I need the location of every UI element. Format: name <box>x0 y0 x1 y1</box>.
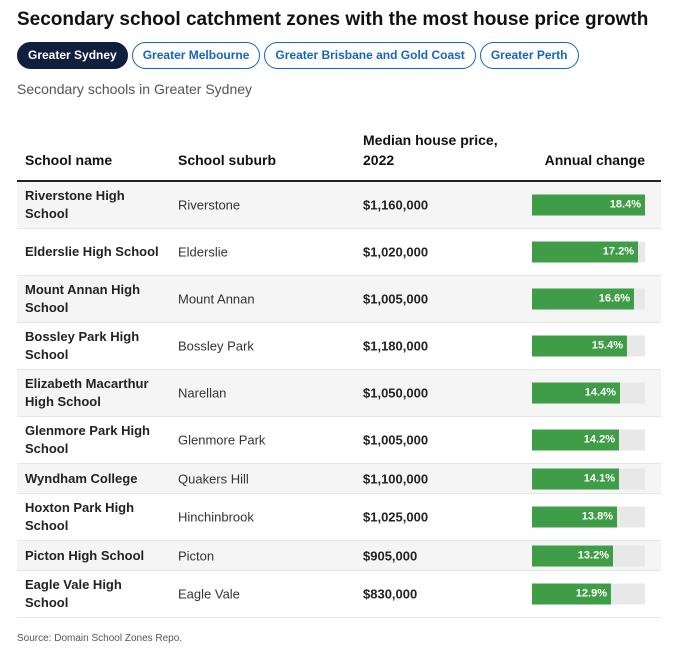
school-name: Elizabeth Macarthur High School <box>25 376 149 409</box>
change-bar-track: 14.2% <box>532 429 645 451</box>
median-price: $1,020,000 <box>363 244 429 260</box>
school-name: Bossley Park High School <box>25 329 140 362</box>
school-suburb: Narellan <box>178 385 227 401</box>
change-label: 14.4% <box>584 386 616 399</box>
change-label: 13.8% <box>581 510 613 523</box>
region-tabs: Greater Sydney Greater Melbourne Greater… <box>17 42 583 69</box>
table-row: Riverstone High School Riverstone $1,160,0… <box>17 182 661 229</box>
median-price: $1,005,000 <box>363 291 429 307</box>
schools-table: School name School suburb Median house p… <box>17 128 661 618</box>
change-bar-track: 16.6% <box>532 288 645 310</box>
school-name: Hoxton Park High School <box>25 500 135 533</box>
change-bar <box>532 506 617 528</box>
change-bar-track: 12.9% <box>532 583 645 605</box>
school-name: Glenmore Park High School <box>25 423 150 456</box>
school-suburb: Elderslie <box>178 244 228 260</box>
change-bar <box>532 241 638 263</box>
school-name: Picton High School <box>25 547 145 563</box>
change-bar-track: 17.2% <box>532 241 645 263</box>
chart-title: Secondary school catchment zones with th… <box>17 9 649 30</box>
table-row: Eagle Vale High School Eagle Vale $830,000… <box>17 571 661 618</box>
table-row: Bossley Park High School Bossley Park $1,1… <box>17 323 661 370</box>
median-price: $1,025,000 <box>363 509 429 525</box>
change-label: 17.2% <box>602 245 634 258</box>
median-price: $1,180,000 <box>363 338 429 354</box>
change-bar <box>532 545 613 566</box>
school-name: Eagle Vale High School <box>25 577 122 610</box>
school-name: Riverstone High School <box>25 188 125 221</box>
change-bar-track: 14.1% <box>532 468 645 489</box>
table-subtitle: Secondary schools in Greater Sydney <box>17 81 253 97</box>
change-bar <box>532 335 627 357</box>
median-price: $830,000 <box>363 586 418 602</box>
tab-greater-brisbane-gold-coast[interactable]: Greater Brisbane and Gold Coast <box>264 42 476 69</box>
median-price: $1,005,000 <box>363 432 429 448</box>
school-suburb: Mount Annan <box>178 291 255 307</box>
change-label: 15.4% <box>591 339 623 352</box>
change-bar-track: 15.4% <box>532 335 645 357</box>
change-bar <box>532 583 611 605</box>
school-name: Mount Annan High School <box>25 282 141 315</box>
median-price: $905,000 <box>363 548 418 563</box>
change-label: 14.2% <box>583 433 615 446</box>
median-price: $1,100,000 <box>363 471 429 486</box>
school-suburb: Glenmore Park <box>178 432 266 448</box>
source-note: Source: Domain School Zones Repo. <box>17 633 183 644</box>
column-header-suburb[interactable]: School suburb <box>178 152 276 168</box>
tab-greater-perth[interactable]: Greater Perth <box>479 42 579 69</box>
table-header: School name School suburb Median house p… <box>17 128 661 182</box>
table-row: Elizabeth Macarthur High School Narellan $… <box>17 370 661 417</box>
median-price: $1,160,000 <box>363 197 429 213</box>
tab-greater-sydney[interactable]: Greater Sydney <box>17 42 128 69</box>
change-label: 13.2% <box>577 549 609 561</box>
change-bar-track: 13.8% <box>532 506 645 528</box>
change-label: 16.6% <box>598 292 630 305</box>
school-suburb: Bossley Park <box>178 338 254 354</box>
table-row: Mount Annan High School Mount Annan $1,005… <box>17 276 661 323</box>
change-label: 18.4% <box>609 198 641 211</box>
change-bar <box>532 288 634 310</box>
table-row: Hoxton Park High School Hinchinbrook $1,02… <box>17 494 661 541</box>
change-label: 12.9% <box>575 587 607 600</box>
change-bar-track: 14.4% <box>532 382 645 404</box>
column-header-change[interactable]: Annual change <box>544 152 645 168</box>
change-label: 14.1% <box>583 472 615 484</box>
median-price: $1,050,000 <box>363 385 429 401</box>
table-row: Wyndham College Quakers Hill $1,100,000 14.… <box>17 464 661 494</box>
school-suburb: Eagle Vale <box>178 586 240 602</box>
table-body: Riverstone High School Riverstone $1,160,0… <box>17 182 661 618</box>
change-bar <box>532 468 619 489</box>
change-bar-track: 18.4% <box>532 194 645 216</box>
table-row: Picton High School Picton $905,000 13.2% <box>17 541 661 571</box>
table-row: Elderslie High School Elderslie $1,020,000… <box>17 229 661 276</box>
school-suburb: Hinchinbrook <box>178 509 254 525</box>
change-bar <box>532 429 619 451</box>
school-name: Wyndham College <box>25 470 138 486</box>
column-header-school[interactable]: School name <box>25 152 113 168</box>
change-bar <box>532 382 620 404</box>
change-bar-track: 13.2% <box>532 545 645 566</box>
school-name: Elderslie High School <box>25 244 159 259</box>
school-suburb: Riverstone <box>178 197 241 213</box>
column-header-price[interactable]: Median house price, 2022 <box>363 132 498 168</box>
school-suburb: Picton <box>178 548 215 563</box>
tab-greater-melbourne[interactable]: Greater Melbourne <box>131 42 261 69</box>
table-row: Glenmore Park High School Glenmore Park $1… <box>17 417 661 464</box>
change-bar <box>532 194 645 216</box>
school-suburb: Quakers Hill <box>178 471 249 486</box>
